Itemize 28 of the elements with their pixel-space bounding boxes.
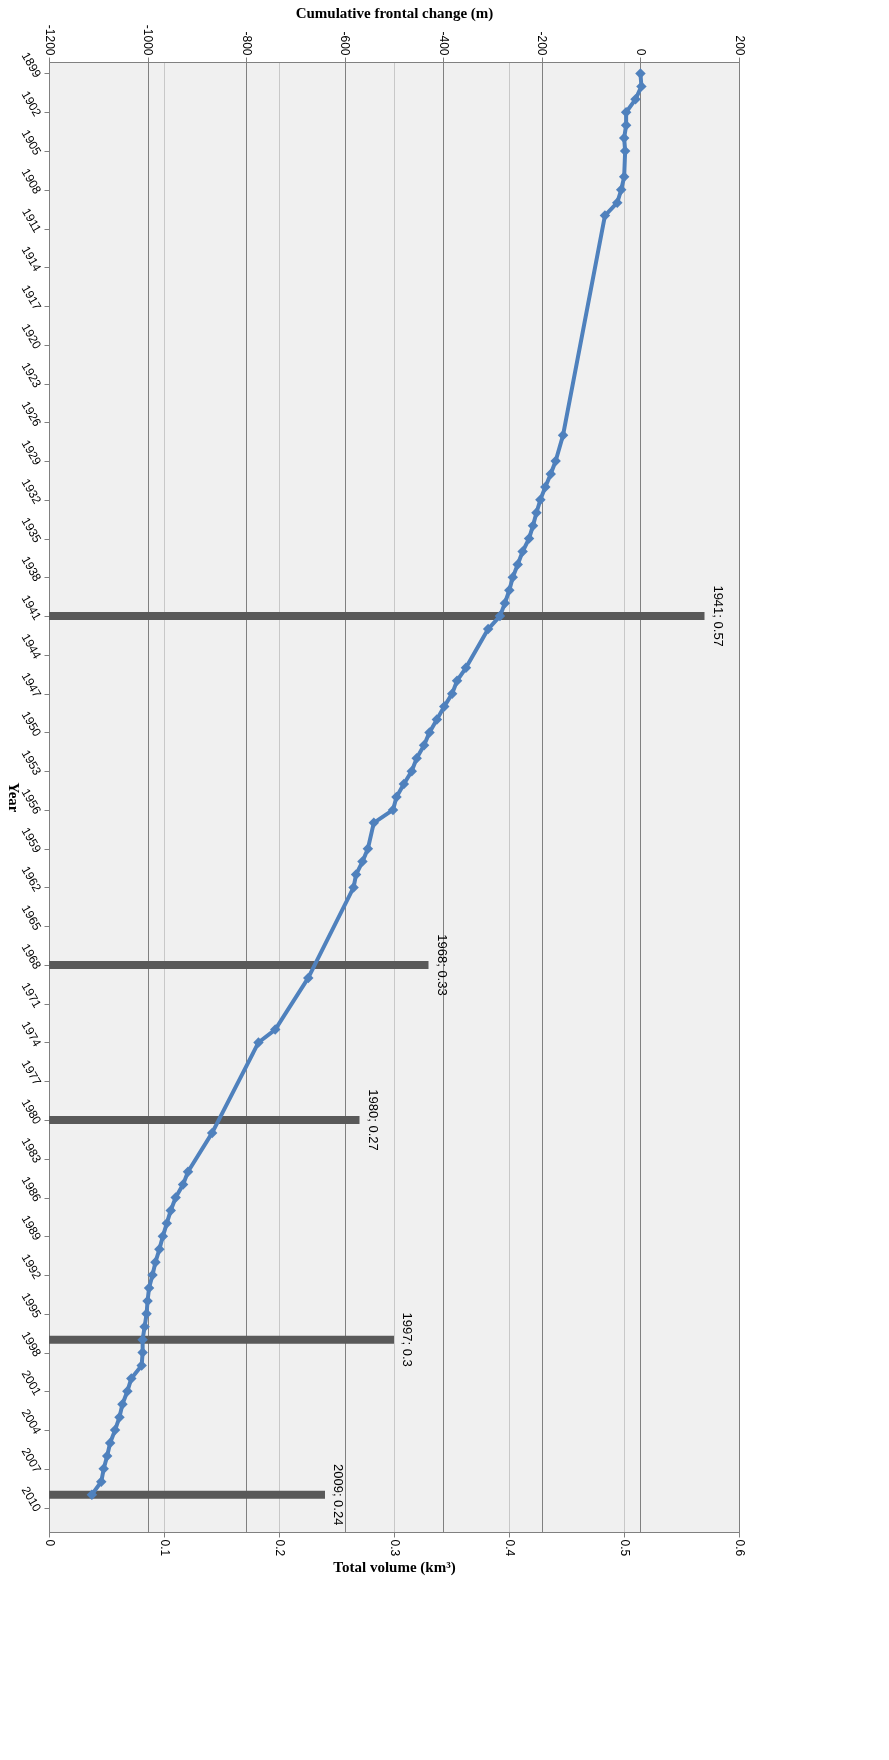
x-tick-label: 0.4	[502, 1539, 517, 1557]
bar	[49, 1490, 325, 1499]
x2-tick-label: -800	[239, 31, 254, 56]
x-tick-label: 0.6	[732, 1539, 747, 1557]
bar	[49, 960, 429, 969]
data-label: 1941; 0.57	[710, 585, 726, 647]
x2-tick-label: 200	[732, 35, 747, 56]
data-label: 1997; 0.3	[400, 1312, 415, 1367]
x-tick-label: 0.2	[272, 1539, 287, 1557]
bar	[49, 1116, 360, 1125]
x-axis-title: Total volume (km³)	[333, 1559, 456, 1577]
bar	[49, 1335, 394, 1344]
data-label: 2009; 0.24	[331, 1463, 346, 1526]
bar	[49, 612, 705, 621]
x-tick-label: 0.1	[157, 1539, 172, 1557]
x2-tick-label: -600	[338, 31, 353, 56]
x-tick-label: 0.3	[387, 1539, 402, 1557]
data-label: 1980; 0.27	[365, 1089, 381, 1151]
y-axis-title: Year	[5, 782, 22, 813]
x2-axis-title: Cumulative frontal change (m)	[295, 4, 494, 22]
data-label: 1968; 0.33	[434, 934, 450, 996]
x2-tick-label: 0	[633, 48, 648, 56]
x-tick-label: 0	[42, 1539, 57, 1547]
x2-tick-label: -1200	[42, 24, 57, 56]
x-tick-label: 0.5	[617, 1539, 632, 1557]
x2-tick-label: -400	[436, 31, 451, 56]
x2-tick-label: -1000	[141, 24, 156, 56]
x2-tick-label: -200	[535, 31, 550, 56]
